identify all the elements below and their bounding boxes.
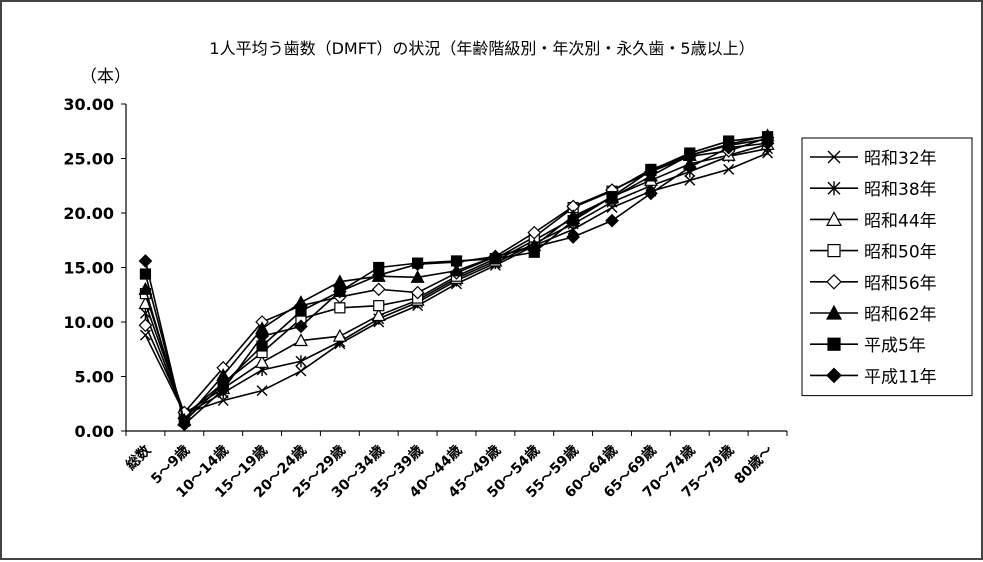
data-point-marker	[567, 215, 579, 227]
data-point-marker	[449, 263, 464, 277]
data-point-marker	[684, 147, 696, 159]
data-point-marker	[721, 140, 736, 155]
data-point-marker	[255, 329, 269, 344]
data-point-marker	[684, 174, 696, 186]
legend-item-3: 昭和44年	[810, 211, 937, 231]
data-point-marker	[294, 319, 308, 334]
data-point-marker	[293, 333, 308, 347]
data-point-marker	[410, 257, 425, 272]
data-point-marker	[827, 181, 841, 196]
data-point-marker	[373, 300, 385, 312]
data-point-marker	[760, 136, 775, 151]
data-point-marker	[825, 211, 843, 226]
legend-label: 昭和44年	[864, 211, 937, 231]
legend-item-5: 昭和56年	[810, 274, 937, 294]
x-tick-label: 総数	[122, 441, 155, 474]
legend-label: 平成5年	[864, 336, 926, 356]
data-point-marker	[295, 305, 307, 317]
data-point-marker	[682, 160, 697, 175]
data-point-marker	[138, 282, 153, 295]
legend-label: 昭和50年	[864, 243, 937, 263]
legend-label: 昭和38年	[864, 180, 937, 200]
data-point-marker	[488, 249, 503, 264]
data-point-marker	[334, 302, 346, 314]
data-point-marker	[410, 285, 425, 300]
legend-item-6: 昭和62年	[810, 304, 937, 325]
y-tick-label: 25.00	[63, 150, 114, 169]
data-point-marker	[644, 186, 658, 201]
plot-area: 0.005.0010.0015.0020.0025.0030.00総数5～9歳1…	[63, 95, 788, 501]
data-point-marker	[371, 282, 386, 297]
y-tick-label: 10.00	[63, 313, 114, 332]
data-point-marker	[139, 268, 152, 280]
data-point-marker	[566, 230, 580, 244]
data-point-marker	[256, 385, 268, 397]
legend-label: 昭和32年	[864, 149, 937, 169]
x-tick-label: 80歳～	[731, 442, 777, 488]
data-point-marker	[825, 304, 843, 320]
legend-item-8: 平成11年	[810, 367, 937, 387]
data-point-marker	[138, 254, 153, 268]
data-point-marker	[255, 355, 270, 368]
legend-item-4: 昭和50年	[810, 243, 937, 263]
legend-item-1: 昭和32年	[810, 149, 937, 169]
data-point-marker	[333, 284, 347, 299]
data-point-marker	[295, 365, 307, 377]
data-point-marker	[605, 213, 619, 228]
data-point-marker	[332, 328, 347, 342]
legend-label: 昭和62年	[864, 305, 937, 325]
data-point-marker	[139, 307, 151, 320]
data-point-marker	[295, 355, 307, 368]
data-point-marker	[371, 308, 386, 322]
data-point-marker	[606, 191, 618, 203]
y-tick-label: 5.00	[75, 368, 114, 387]
data-point-marker	[449, 255, 464, 269]
y-tick-label: 15.00	[63, 259, 114, 278]
data-point-marker	[827, 150, 841, 164]
y-tick-label: 20.00	[63, 204, 114, 223]
y-axis-unit-label: （本）	[80, 67, 131, 87]
legend-box	[801, 137, 973, 397]
data-point-marker	[371, 268, 386, 282]
data-point-marker	[827, 337, 841, 351]
y-tick-label: 0.00	[75, 422, 114, 441]
data-point-marker	[138, 318, 153, 333]
legend-item-2: 昭和38年	[810, 180, 937, 200]
data-point-marker	[410, 270, 425, 283]
data-point-marker	[826, 367, 842, 384]
legend-label: 平成11年	[864, 367, 937, 387]
data-point-marker	[826, 273, 842, 290]
data-point-marker	[527, 239, 542, 254]
chart-title: 1人平均う歯数（DMFT）の状況（年齢階級別・年次別・永久歯・5歳以上）	[209, 39, 754, 58]
data-point-marker	[645, 164, 657, 177]
legend-item-7: 平成5年	[810, 336, 926, 356]
data-point-marker	[723, 163, 735, 175]
data-point-marker	[827, 244, 841, 258]
data-point-marker	[216, 382, 231, 397]
y-tick-label: 30.00	[63, 95, 114, 114]
legend-label: 昭和56年	[864, 274, 937, 294]
data-point-marker	[177, 417, 192, 432]
series-8	[138, 136, 775, 432]
